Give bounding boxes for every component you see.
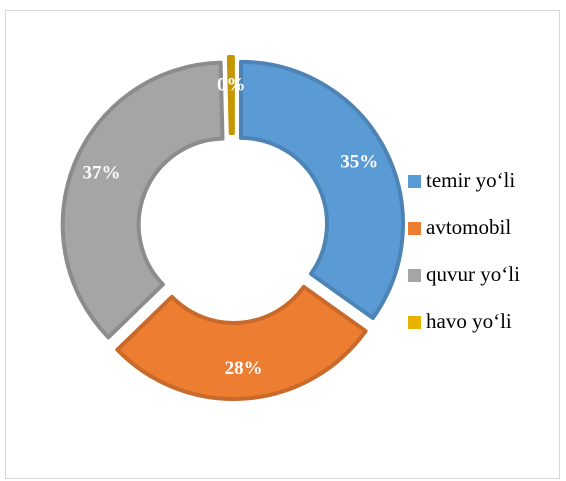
legend-label: avtomobil <box>426 215 511 239</box>
data-label: 28% <box>225 358 263 379</box>
donut-slice <box>239 59 405 320</box>
donut-slice <box>226 55 235 136</box>
data-label: 37% <box>83 163 121 184</box>
legend-label: temir yo‘li <box>426 168 515 192</box>
donut-slice <box>60 60 225 340</box>
data-label: 35% <box>340 151 378 172</box>
legend-swatch <box>408 222 421 235</box>
legend-swatch <box>408 316 421 329</box>
legend-label: quvur yo‘li <box>426 262 520 286</box>
legend-swatch <box>408 175 421 188</box>
legend-label: havo yo‘li <box>426 309 512 333</box>
legend-swatch <box>408 269 421 282</box>
donut-slice <box>115 284 368 401</box>
data-label: 0% <box>217 74 246 95</box>
